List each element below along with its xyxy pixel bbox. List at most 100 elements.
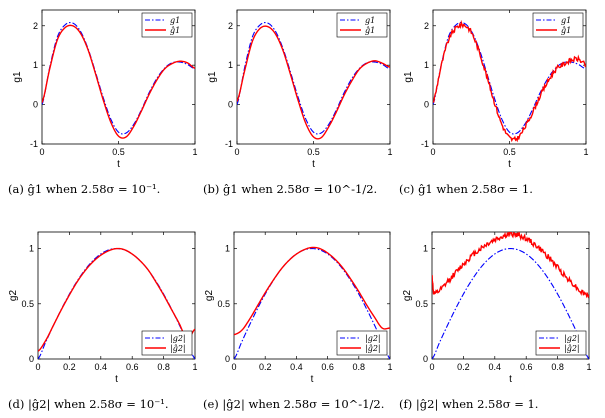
y-tick-label: 0: [228, 100, 233, 110]
x-tick-label: 0.8: [353, 362, 366, 372]
x-tick-label: 0: [231, 362, 236, 372]
legend-entry: ĝ1: [170, 26, 180, 35]
y-tick-label: 0.5: [217, 299, 230, 309]
x-tick-label: 0: [430, 147, 435, 157]
x-tick-label: 0.5: [112, 147, 125, 157]
legend: |g2||ĝ2|: [141, 330, 193, 356]
panel-e: 0 0.2 0.4 0.6 0.8 1 0 0.5 1 t g2 |g2||ĝ2| (e) |ĝ2| w…: [203, 231, 393, 412]
legend-box: [532, 12, 584, 38]
y-tick-label: 0.5: [21, 299, 34, 309]
legend: |g2||ĝ2|: [336, 330, 388, 356]
series-group: [432, 232, 589, 359]
series-line-estimate: [42, 24, 195, 139]
y-tick-label: 1: [228, 60, 233, 70]
x-tick-label: 0.8: [551, 362, 564, 372]
panel-caption: (a) ĝ1 when 2.58σ = 10⁻¹.: [8, 182, 160, 196]
series-group: [433, 19, 586, 143]
y-tick-label: 0: [423, 354, 428, 364]
legend-box: [535, 330, 587, 356]
x-tick-label: 0.4: [290, 362, 303, 372]
series-group: [234, 246, 390, 359]
legend-box: [141, 12, 193, 38]
x-tick-label: 0: [35, 362, 40, 372]
x-tick-label: 0.6: [126, 362, 139, 372]
y-tick-label: 0.5: [415, 299, 428, 309]
x-tick-label: 0: [429, 362, 434, 372]
y-tick-label: 0: [424, 100, 429, 110]
x-tick-label: 0.4: [489, 362, 502, 372]
y-axis-label: g2: [204, 290, 215, 302]
series-line-true: [234, 248, 390, 359]
y-axis-label: g1: [403, 71, 414, 83]
x-tick-label: 1: [192, 362, 197, 372]
x-tick-label: 0.5: [307, 147, 320, 157]
x-tick-label: 0.2: [457, 362, 470, 372]
x-axis-label: t: [311, 374, 314, 385]
x-tick-label: 0.2: [63, 362, 76, 372]
x-axis-label: t: [312, 159, 315, 170]
y-tick-label: 2: [228, 21, 233, 31]
series-group: [38, 247, 195, 359]
panel-caption: (e) |ĝ2| when 2.58σ = 10^-1/2.: [203, 397, 384, 412]
x-axis-label: t: [117, 159, 120, 170]
x-tick-label: 0.4: [95, 362, 108, 372]
legend-entry: ĝ1: [561, 26, 571, 35]
series-line-estimate: [234, 246, 390, 336]
y-tick-label: -1: [421, 139, 429, 149]
y-tick-label: 1: [33, 60, 38, 70]
series-line-estimate: [38, 247, 195, 352]
y-tick-label: 1: [423, 244, 428, 254]
series-line-estimate: [432, 232, 589, 299]
x-tick-label: 1: [387, 147, 392, 157]
y-tick-label: 0: [225, 354, 230, 364]
x-tick-label: 0.5: [503, 147, 516, 157]
legend-entry: |ĝ2|: [365, 344, 381, 353]
series-group: [237, 21, 390, 140]
legend-entry: |g2|: [365, 334, 381, 343]
x-axis-label: t: [508, 159, 511, 170]
legend: |g2||ĝ2|: [535, 330, 587, 356]
panel-caption: (c) ĝ1 when 2.58σ = 1.: [399, 182, 533, 196]
series-line-true: [432, 248, 589, 359]
x-tick-label: 1: [583, 147, 588, 157]
x-tick-label: 0.6: [321, 362, 334, 372]
y-axis-label: g2: [402, 290, 413, 302]
y-tick-label: 0: [29, 354, 34, 364]
y-tick-label: -1: [225, 139, 233, 149]
x-tick-label: 0.2: [259, 362, 272, 372]
legend-entry: |g2|: [170, 334, 186, 343]
panel-caption: (b) ĝ1 when 2.58σ = 10^-1/2.: [203, 182, 377, 196]
series-group: [42, 21, 195, 139]
x-tick-label: 0.6: [520, 362, 533, 372]
y-tick-label: -1: [30, 139, 38, 149]
series-line-true: [42, 21, 195, 135]
panel-f: 0 0.2 0.4 0.6 0.8 1 0 0.5 1 t g2 |g2||ĝ2| (f) |ĝ2| w…: [399, 231, 592, 412]
x-tick-label: 0.8: [157, 362, 170, 372]
y-tick-label: 2: [424, 21, 429, 31]
panel-caption: (d) |ĝ2| when 2.58σ = 10⁻¹.: [8, 397, 169, 412]
x-tick-label: 1: [586, 362, 591, 372]
x-tick-label: 0: [234, 147, 239, 157]
y-tick-label: 1: [29, 244, 34, 254]
y-tick-label: 1: [424, 60, 429, 70]
series-line-estimate: [237, 25, 390, 140]
legend-entry: g1: [170, 16, 180, 25]
panel-caption: (f) |ĝ2| when 2.58σ = 1.: [399, 397, 538, 412]
x-tick-label: 1: [387, 362, 392, 372]
y-tick-label: 0: [33, 100, 38, 110]
legend-entry: ĝ1: [365, 26, 375, 35]
y-tick-label: 2: [33, 21, 38, 31]
legend-entry: g1: [365, 16, 375, 25]
series-line-estimate: [433, 19, 586, 143]
legend-box: [336, 330, 388, 356]
legend-entry: |ĝ2|: [170, 344, 186, 353]
y-axis-label: g1: [207, 71, 218, 83]
legend-entry: g1: [561, 16, 571, 25]
